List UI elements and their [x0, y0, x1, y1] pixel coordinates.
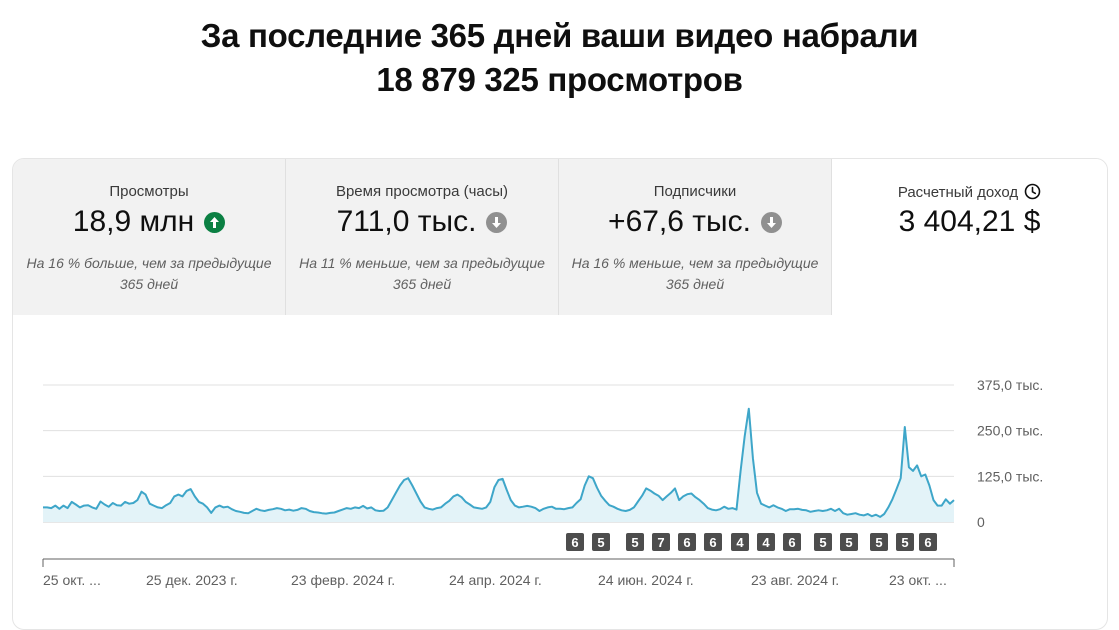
tab-watch-time-note: На 11 % меньше, чем за предыдущие 365 дн… — [299, 255, 545, 292]
event-badge — [704, 533, 722, 551]
tab-watch-time-value: 711,0 тыс. — [336, 205, 477, 238]
event-badge-label: 6 — [683, 535, 690, 550]
event-badge — [626, 533, 644, 551]
headline-line-2: 18 879 325 просмотров — [376, 61, 743, 98]
arrow-up-icon — [204, 211, 226, 233]
event-badge — [592, 533, 610, 551]
event-badge-label: 5 — [845, 535, 852, 550]
arrow-down-icon — [486, 211, 508, 233]
x-tick-label: 24 апр. 2024 г. — [449, 572, 542, 588]
tab-subscribers-label: Подписчики — [653, 183, 737, 200]
arrow-down-icon — [760, 211, 782, 233]
event-badge-label: 4 — [762, 535, 770, 550]
event-badge — [919, 533, 937, 551]
x-tick-label: 24 июн. 2024 г. — [598, 572, 694, 588]
event-badge-label: 5 — [597, 535, 604, 550]
event-badge-label: 5 — [875, 535, 882, 550]
metric-tabs: Просмотры 18,9 млн На 16 % больше, чем з… — [13, 159, 1107, 315]
tab-revenue[interactable]: Расчетный доход 3 404,21 $ — [832, 159, 1107, 315]
views-chart[interactable]: 375,0 тыс. 250,0 тыс. 125,0 тыс. 0 6 5 5 7 6 6 4 4 6… — [13, 159, 1107, 629]
tab-subscribers[interactable]: Подписчики +67,6 тыс. На 16 % меньше, че… — [559, 159, 831, 315]
tab-divider — [285, 159, 286, 315]
tab-views-label: Просмотры — [109, 183, 189, 200]
event-badge — [757, 533, 775, 551]
event-badge — [814, 533, 832, 551]
x-tick-label: 25 окт. ... — [43, 572, 101, 588]
x-tick-label: 23 февр. 2024 г. — [291, 572, 395, 588]
event-badge-label: 6 — [788, 535, 795, 550]
tab-divider — [831, 159, 832, 315]
event-badge — [652, 533, 670, 551]
y-tick-label: 375,0 тыс. — [977, 377, 1043, 393]
event-badge-label: 6 — [709, 535, 716, 550]
x-tick-label: 23 авг. 2024 г. — [751, 572, 839, 588]
event-badge — [870, 533, 888, 551]
event-badge-label: 7 — [657, 535, 664, 550]
tab-views-note: На 16 % больше, чем за предыдущие 365 дн… — [26, 255, 272, 292]
event-badge-label: 5 — [631, 535, 638, 550]
y-tick-label: 0 — [977, 514, 985, 530]
clock-icon[interactable] — [1024, 183, 1041, 200]
event-badge — [840, 533, 858, 551]
event-badge — [678, 533, 696, 551]
tab-divider — [558, 159, 559, 315]
event-badge-label: 6 — [924, 535, 931, 550]
event-badge-label: 5 — [819, 535, 826, 550]
tab-views[interactable]: Просмотры 18,9 млн На 16 % больше, чем з… — [13, 159, 285, 315]
tab-revenue-value: 3 404,21 $ — [898, 205, 1041, 238]
y-tick-label: 250,0 тыс. — [977, 423, 1043, 439]
tab-views-value: 18,9 млн — [72, 205, 195, 238]
event-badge — [731, 533, 749, 551]
x-tick-label: 25 дек. 2023 г. — [146, 572, 238, 588]
tab-revenue-label: Расчетный доход — [897, 184, 1019, 201]
tab-subscribers-value: +67,6 тыс. — [608, 205, 751, 238]
series-line — [43, 407, 955, 518]
event-badge-label: 5 — [901, 535, 908, 550]
event-badge-label: 6 — [571, 535, 578, 550]
x-tick-label: 23 окт. ... — [889, 572, 947, 588]
analytics-card: Просмотры 18,9 млн На 16 % больше, чем з… — [12, 158, 1108, 630]
series-area — [43, 408, 954, 522]
tab-watch-time-label: Время просмотра (часы) — [335, 183, 509, 200]
y-tick-label: 125,0 тыс. — [977, 468, 1043, 484]
tab-subscribers-note: На 16 % меньше, чем за предыдущие 365 дн… — [571, 255, 819, 292]
event-badge-label: 4 — [736, 535, 744, 550]
page-headline: За последние 365 дней ваши видео набрали… — [0, 14, 1119, 102]
headline-line-1: За последние 365 дней ваши видео набрали — [200, 17, 919, 54]
tab-watch-time[interactable]: Время просмотра (часы) 711,0 тыс. На 11 … — [286, 159, 558, 315]
event-badge — [896, 533, 914, 551]
event-badge — [566, 533, 584, 551]
event-badge — [783, 533, 801, 551]
